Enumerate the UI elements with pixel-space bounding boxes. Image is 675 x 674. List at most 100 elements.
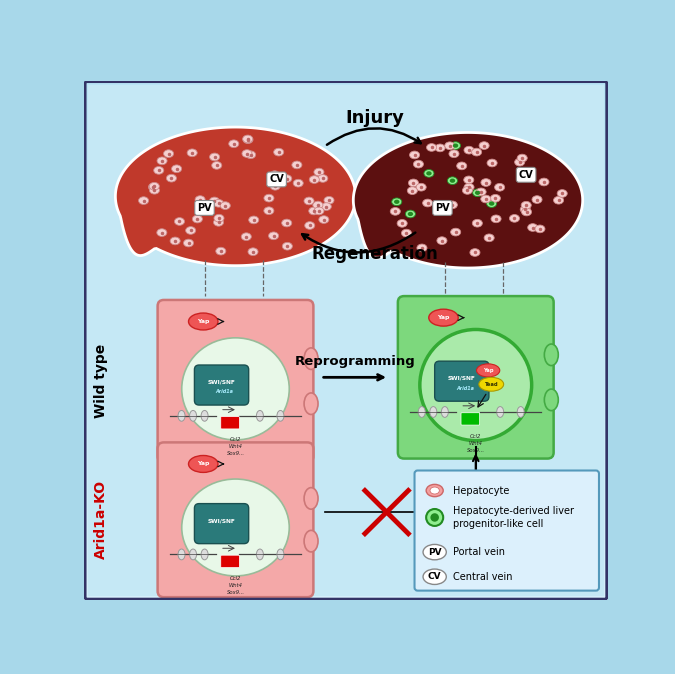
Ellipse shape <box>423 545 446 560</box>
Text: Yap: Yap <box>483 368 493 373</box>
Ellipse shape <box>481 179 491 187</box>
Ellipse shape <box>481 195 491 203</box>
Ellipse shape <box>484 234 494 242</box>
Text: Arid1a-KO: Arid1a-KO <box>95 480 109 559</box>
Ellipse shape <box>138 197 148 204</box>
Ellipse shape <box>184 239 194 247</box>
Text: Yap: Yap <box>197 319 209 324</box>
Ellipse shape <box>539 178 549 186</box>
Ellipse shape <box>309 176 319 183</box>
Polygon shape <box>353 133 583 268</box>
Ellipse shape <box>464 183 474 191</box>
Ellipse shape <box>487 159 497 167</box>
Ellipse shape <box>324 196 334 204</box>
Text: CV: CV <box>269 175 284 185</box>
Ellipse shape <box>248 248 258 255</box>
Ellipse shape <box>390 208 400 215</box>
Ellipse shape <box>186 226 196 235</box>
Ellipse shape <box>277 549 284 560</box>
Circle shape <box>426 509 443 526</box>
Ellipse shape <box>472 148 482 156</box>
Ellipse shape <box>216 247 226 255</box>
Ellipse shape <box>423 199 433 207</box>
FancyBboxPatch shape <box>158 442 313 597</box>
Text: PV: PV <box>197 203 212 213</box>
Ellipse shape <box>532 195 542 204</box>
Ellipse shape <box>520 206 531 213</box>
Ellipse shape <box>167 175 176 182</box>
Ellipse shape <box>182 479 290 576</box>
Ellipse shape <box>429 309 458 326</box>
Ellipse shape <box>201 410 208 421</box>
Ellipse shape <box>229 140 239 148</box>
Ellipse shape <box>209 153 219 161</box>
Ellipse shape <box>397 220 407 227</box>
Text: Wild type: Wild type <box>95 344 109 419</box>
Ellipse shape <box>462 187 472 194</box>
FancyBboxPatch shape <box>221 417 240 429</box>
Ellipse shape <box>479 377 504 391</box>
Ellipse shape <box>163 150 173 158</box>
Circle shape <box>420 330 532 441</box>
Text: CV: CV <box>519 170 533 180</box>
Ellipse shape <box>413 160 423 168</box>
Ellipse shape <box>521 170 531 177</box>
Ellipse shape <box>281 219 292 227</box>
Text: Ccl2
Wnt4
Sox9...: Ccl2 Wnt4 Sox9... <box>227 437 244 456</box>
Ellipse shape <box>270 183 280 190</box>
Text: PV: PV <box>428 547 441 557</box>
Text: Yap: Yap <box>437 315 450 320</box>
Ellipse shape <box>321 203 331 210</box>
Ellipse shape <box>243 136 253 144</box>
Text: Portal vein: Portal vein <box>454 547 506 557</box>
Text: Yap: Yap <box>197 462 209 466</box>
Ellipse shape <box>148 183 159 191</box>
FancyBboxPatch shape <box>194 503 248 544</box>
Ellipse shape <box>256 549 263 560</box>
Ellipse shape <box>149 187 159 194</box>
Ellipse shape <box>437 237 447 245</box>
Ellipse shape <box>282 243 292 250</box>
Ellipse shape <box>472 219 483 227</box>
Text: Hepatocyte-derived liver
progenitor-like cell: Hepatocyte-derived liver progenitor-like… <box>454 506 574 528</box>
Ellipse shape <box>477 364 500 377</box>
Ellipse shape <box>464 146 474 154</box>
Ellipse shape <box>417 244 427 252</box>
Ellipse shape <box>394 200 400 204</box>
Ellipse shape <box>241 233 251 241</box>
Ellipse shape <box>472 189 483 197</box>
Ellipse shape <box>450 179 455 183</box>
Ellipse shape <box>445 142 455 150</box>
Ellipse shape <box>544 344 558 365</box>
Ellipse shape <box>187 149 197 156</box>
Ellipse shape <box>430 487 439 494</box>
Ellipse shape <box>248 216 259 224</box>
Ellipse shape <box>514 158 524 166</box>
Ellipse shape <box>408 179 418 187</box>
Ellipse shape <box>308 207 319 215</box>
Text: Arid1a: Arid1a <box>216 390 234 394</box>
Ellipse shape <box>430 406 437 417</box>
Ellipse shape <box>242 135 252 143</box>
Ellipse shape <box>269 232 279 240</box>
Ellipse shape <box>201 549 208 560</box>
Ellipse shape <box>416 183 426 191</box>
Ellipse shape <box>157 157 167 164</box>
Ellipse shape <box>535 225 545 233</box>
Ellipse shape <box>434 202 444 210</box>
Ellipse shape <box>182 338 290 440</box>
Ellipse shape <box>448 177 458 185</box>
Ellipse shape <box>293 179 303 187</box>
Ellipse shape <box>195 195 205 204</box>
Ellipse shape <box>213 218 223 226</box>
Ellipse shape <box>170 237 180 245</box>
Ellipse shape <box>495 183 505 191</box>
Ellipse shape <box>554 196 564 204</box>
Ellipse shape <box>408 212 413 216</box>
Ellipse shape <box>157 228 167 237</box>
Text: SWI/SNF: SWI/SNF <box>208 518 236 523</box>
FancyBboxPatch shape <box>194 365 248 405</box>
Circle shape <box>431 513 439 522</box>
Ellipse shape <box>517 154 527 162</box>
Ellipse shape <box>427 144 437 151</box>
